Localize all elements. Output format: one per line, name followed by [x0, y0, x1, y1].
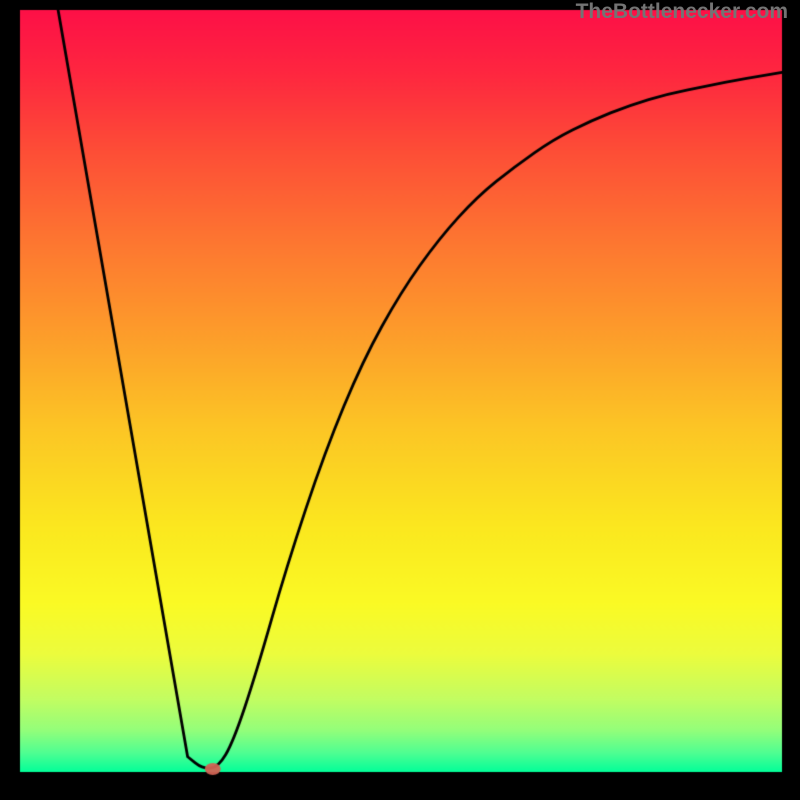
chart-canvas [0, 0, 800, 800]
chart-container: TheBottlenecker.com [0, 0, 800, 800]
